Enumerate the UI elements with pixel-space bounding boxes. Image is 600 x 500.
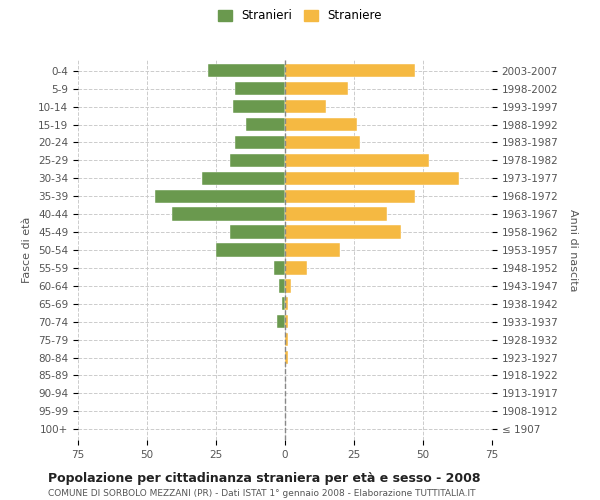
Bar (285, 333, 288, 346)
Bar (208, 64, 285, 78)
Bar (155, 190, 285, 203)
Bar (274, 261, 285, 274)
Bar (233, 100, 285, 114)
Bar (285, 172, 459, 185)
Bar (285, 315, 288, 328)
Bar (285, 154, 428, 167)
Bar (285, 118, 357, 131)
Bar (285, 190, 415, 203)
Text: Popolazione per cittadinanza straniera per età e sesso - 2008: Popolazione per cittadinanza straniera p… (48, 472, 481, 485)
Bar (230, 154, 285, 167)
Bar (172, 208, 285, 221)
Bar (247, 118, 285, 131)
Bar (230, 226, 285, 239)
Y-axis label: Fasce di età: Fasce di età (22, 217, 32, 283)
Bar (285, 100, 326, 114)
Bar (285, 136, 359, 149)
Bar (285, 244, 340, 256)
Bar (277, 315, 285, 328)
Bar (285, 261, 307, 274)
Bar (202, 172, 285, 185)
Bar (285, 64, 415, 78)
Bar (285, 208, 387, 221)
Legend: Stranieri, Straniere: Stranieri, Straniere (214, 6, 386, 26)
Bar (235, 136, 285, 149)
Bar (282, 297, 285, 310)
Bar (235, 82, 285, 96)
Bar (285, 279, 290, 292)
Bar (216, 244, 285, 256)
Bar (280, 279, 285, 292)
Text: COMUNE DI SORBOLO MEZZANI (PR) - Dati ISTAT 1° gennaio 2008 - Elaborazione TUTTI: COMUNE DI SORBOLO MEZZANI (PR) - Dati IS… (48, 488, 476, 498)
Bar (285, 297, 288, 310)
Y-axis label: Anni di nascita: Anni di nascita (568, 209, 578, 291)
Bar (285, 226, 401, 239)
Bar (285, 351, 288, 364)
Bar (285, 82, 349, 96)
